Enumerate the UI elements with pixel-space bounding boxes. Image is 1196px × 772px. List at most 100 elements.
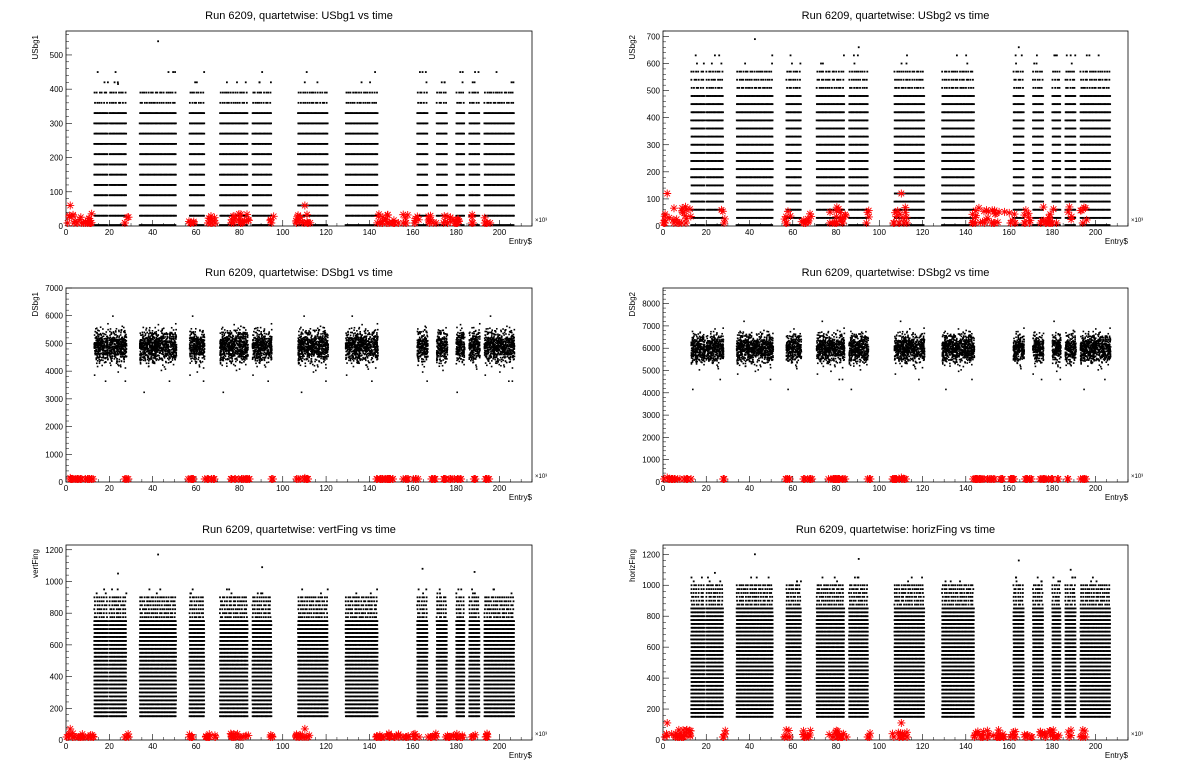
data-point [463, 102, 465, 104]
y-tick-label: 400 [647, 114, 661, 123]
y-tick-label: 300 [50, 119, 64, 128]
data-point [106, 184, 108, 186]
data-point [125, 122, 127, 124]
data-point [111, 92, 113, 94]
data-point [360, 102, 362, 104]
data-point [369, 92, 371, 94]
data-point [427, 122, 429, 124]
data-point [504, 92, 506, 94]
data-point [772, 184, 774, 186]
data-point [375, 102, 377, 104]
data-point [483, 102, 485, 104]
data-point [426, 205, 428, 207]
data-point [190, 92, 192, 94]
data-point [702, 87, 704, 89]
data-point [317, 81, 319, 83]
data-point [695, 71, 697, 73]
x-tick-label: 40 [745, 228, 754, 237]
data-point [200, 102, 202, 104]
data-point [722, 119, 724, 121]
data-point [302, 102, 304, 104]
data-point [445, 92, 447, 94]
data-point [313, 102, 315, 104]
data-point [196, 81, 198, 83]
data-point [148, 92, 150, 94]
data-point [704, 128, 706, 130]
data-point [478, 133, 480, 135]
data-point [489, 92, 491, 94]
data-point [703, 176, 705, 178]
data-point [191, 92, 193, 94]
data-point [166, 92, 168, 94]
data-point [377, 143, 379, 145]
y-tick-label: 700 [647, 32, 661, 41]
data-point [203, 133, 205, 135]
data-point [495, 102, 497, 104]
data-point [436, 102, 438, 104]
data-point [473, 92, 475, 94]
data-point [327, 153, 329, 155]
data-point [237, 92, 239, 94]
data-point [302, 92, 304, 94]
data-point [163, 102, 165, 104]
data-point [446, 184, 448, 186]
data-point [150, 92, 152, 94]
data-point [175, 153, 177, 155]
data-point [267, 92, 269, 94]
data-point [175, 184, 177, 186]
data-point [722, 152, 724, 154]
data-point [691, 87, 693, 89]
data-point [167, 102, 169, 104]
star-marker [383, 219, 391, 227]
data-point [369, 81, 371, 83]
data-point [243, 102, 245, 104]
data-point [702, 79, 704, 81]
data-point [722, 168, 724, 170]
data-point [125, 133, 127, 135]
data-point [701, 79, 703, 81]
data-point [175, 164, 177, 166]
data-point [506, 102, 508, 104]
data-point [495, 92, 497, 94]
data-point [101, 92, 103, 94]
data-point [469, 102, 471, 104]
data-point [703, 217, 705, 219]
data-point [445, 102, 447, 104]
x-multiplier-label: ×10³ [1131, 218, 1143, 224]
data-point [487, 92, 489, 94]
data-point [377, 112, 379, 114]
data-point [513, 224, 515, 226]
data-point [715, 87, 717, 89]
data-point [203, 71, 205, 73]
data-point [703, 63, 705, 65]
data-point [419, 71, 421, 73]
y-tick-label: 100 [647, 195, 661, 204]
data-point [513, 215, 515, 217]
data-point [200, 92, 202, 94]
data-point [247, 194, 249, 196]
data-point [118, 92, 120, 94]
star-marker [399, 219, 407, 227]
data-point [478, 102, 480, 104]
data-point [115, 92, 117, 94]
data-point [242, 102, 244, 104]
data-point [488, 102, 490, 104]
data-point [300, 92, 302, 94]
data-point [203, 164, 205, 166]
data-point [377, 184, 379, 186]
data-point [257, 92, 259, 94]
data-point [175, 133, 177, 135]
data-point [195, 102, 197, 104]
data-point [436, 92, 438, 94]
data-point [125, 102, 127, 104]
data-point [479, 194, 481, 196]
data-point [170, 102, 172, 104]
data-point [463, 153, 465, 155]
data-point [202, 92, 204, 94]
data-point [101, 102, 103, 104]
data-point [98, 102, 100, 104]
x-tick-label: 40 [148, 228, 157, 237]
data-point [426, 133, 428, 135]
data-point [226, 92, 228, 94]
data-point [690, 79, 692, 81]
